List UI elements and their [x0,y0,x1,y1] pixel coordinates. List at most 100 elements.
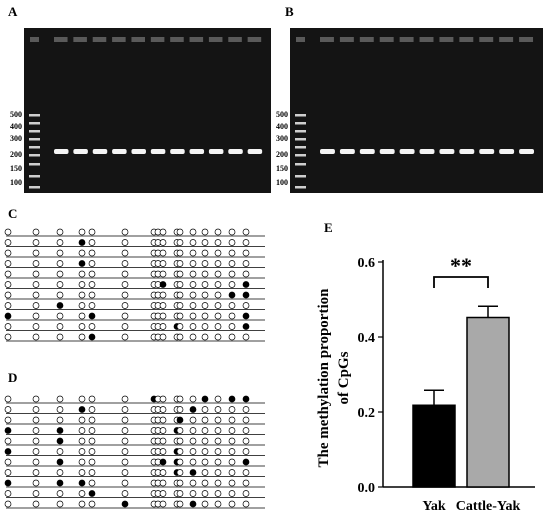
y-tick-label: 0.0 [358,481,376,496]
lollipop-d-unmethylated-cpg [56,500,64,508]
gel-b-well [379,37,394,42]
lollipop-c-unmethylated-cpg [176,312,184,320]
lollipop-d-unmethylated-cpg [88,406,96,413]
lollipop-d-unmethylated-cpg [78,427,86,434]
lollipop-d-unmethylated-cpg [88,395,96,403]
lollipop-c-unmethylated-cpg [189,281,197,288]
lollipop-d-unmethylated-cpg [214,500,222,508]
lollipop-d-unmethylated-cpg [189,479,197,487]
y-tick-label: 0.6 [358,256,376,271]
lollipop-d-unmethylated-cpg [176,479,184,487]
lollipop-c-methylated-cpg [228,291,236,299]
lollipop-c-methylated-cpg [242,281,250,288]
lollipop-c-unmethylated-cpg [78,249,86,257]
lollipop-d-unmethylated-cpg [4,500,12,508]
significance-bracket [433,276,489,288]
ladder-label-b-150: 150 [276,164,288,173]
lollipop-d-unmethylated-cpg [189,416,197,424]
gel-a-well [189,37,204,42]
ladder-label-b-100: 100 [276,178,288,187]
lollipop-d-unmethylated-cpg [176,406,184,413]
lollipop-d-methylated-cpg [4,448,12,455]
y-axis-label-line2: of CpGs [336,351,352,404]
lollipop-d-methylated-cpg [242,458,250,466]
lollipop-d-unmethylated-cpg [121,479,129,487]
lollipop-d-unmethylated-cpg [176,490,184,497]
lollipop-d-unmethylated-cpg [32,479,40,487]
lollipop-c-unmethylated-cpg [228,249,236,257]
gel-a-ladder-band [29,122,40,125]
lollipop-d-methylated-cpg [242,395,250,403]
lollipop-d-unmethylated-cpg [228,479,236,487]
gel-b-well [419,37,434,42]
lollipop-c-unmethylated-cpg [214,302,222,309]
lollipop-c-unmethylated-cpg [242,302,250,309]
lollipop-c-unmethylated-cpg [176,333,184,341]
gel-a-ladder-band [29,163,40,166]
gel-b-sample-band [359,149,375,154]
lollipop-c-unmethylated-cpg [228,228,236,236]
lollipop-d-unmethylated-cpg [88,458,96,466]
lollipop-c-unmethylated-cpg [4,323,12,330]
lollipop-d-methylated-cpg [159,458,167,466]
lollipop-c-methylated-cpg [242,312,250,320]
bar-cattle-yak [466,316,510,488]
lollipop-c-unmethylated-cpg [242,249,250,257]
lollipop-c-unmethylated-cpg [242,260,250,267]
lollipop-d-unmethylated-cpg [159,479,167,487]
lollipop-d-unmethylated-cpg [56,469,64,476]
gel-a-sample-band [131,149,146,154]
y-axis-label: The methylation proportion of CpGs [316,288,352,468]
lollipop-c-unmethylated-cpg [88,239,96,246]
gel-a-sample-band [170,149,185,154]
lollipop-c-unmethylated-cpg [88,270,96,278]
gel-b-sample-band [379,149,395,154]
lollipop-d-methylated-cpg [78,406,86,413]
lollipop-d-unmethylated-cpg [228,490,236,497]
lollipop-c-unmethylated-cpg [228,302,236,309]
lollipop-d-unmethylated-cpg [159,437,167,445]
lollipop-d-unmethylated-cpg [78,448,86,455]
lollipop-c-unmethylated-cpg [228,281,236,288]
lollipop-d-unmethylated-cpg [88,437,96,445]
lollipop-d-unmethylated-cpg [201,427,209,434]
lollipop-c-unmethylated-cpg [201,302,209,309]
lollipop-c-unmethylated-cpg [201,291,209,299]
ladder-label-b-400: 400 [276,122,288,131]
lollipop-d-unmethylated-cpg [176,458,184,466]
lollipop-d-unmethylated-cpg [242,500,250,508]
gel-a-ladder-band [29,154,40,157]
lollipop-d-unmethylated-cpg [228,458,236,466]
gel-a-well [150,37,165,42]
lollipop-c-unmethylated-cpg [189,228,197,236]
lollipop-c-unmethylated-cpg [228,270,236,278]
lollipop-c-unmethylated-cpg [78,323,86,330]
lollipop-d-unmethylated-cpg [201,479,209,487]
lollipop-d-unmethylated-cpg [159,448,167,455]
lollipop-d-unmethylated-cpg [32,416,40,424]
lollipop-c-unmethylated-cpg [32,281,40,288]
ladder-label-a-150: 150 [10,164,22,173]
significance-label: ** [450,253,472,278]
gel-b-sample-band [499,149,515,154]
lollipop-c-unmethylated-cpg [159,312,167,320]
lollipop-c-unmethylated-cpg [176,239,184,246]
lollipop-c-unmethylated-cpg [4,281,12,288]
lollipop-c-unmethylated-cpg [121,239,129,246]
lollipop-d-unmethylated-cpg [214,406,222,413]
lollipop-d-unmethylated-cpg [228,406,236,413]
lollipop-d-unmethylated-cpg [201,406,209,413]
y-axis-label-line1: The methylation proportion [316,288,332,468]
lollipop-c-unmethylated-cpg [228,260,236,267]
lollipop-d-unmethylated-cpg [88,500,96,508]
lollipop-c-unmethylated-cpg [214,323,222,330]
lollipop-d-unmethylated-cpg [176,500,184,508]
lollipop-c-unmethylated-cpg [88,281,96,288]
gel-a-sample-band [92,149,108,154]
y-tick-label: 0.2 [358,406,376,421]
lollipop-c-unmethylated-cpg [56,249,64,257]
lollipop-c-methylated-cpg [88,333,96,341]
lollipop-c-unmethylated-cpg [228,333,236,341]
lollipop-d-unmethylated-cpg [242,490,250,497]
lollipop-c-unmethylated-cpg [242,333,250,341]
